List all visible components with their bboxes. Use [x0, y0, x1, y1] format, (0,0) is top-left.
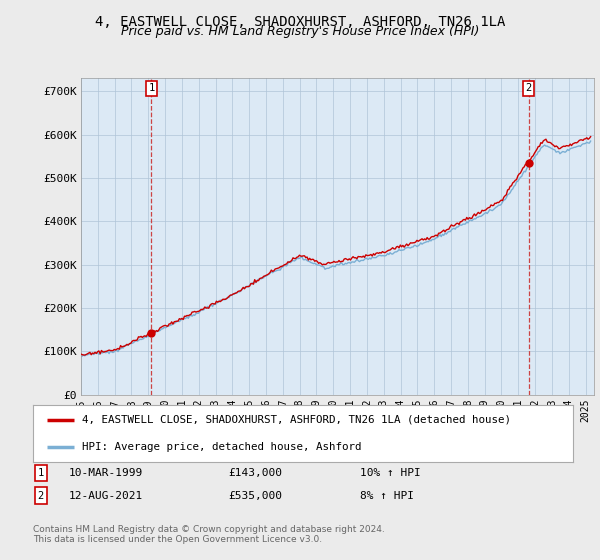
Text: 1: 1	[38, 468, 44, 478]
Text: 2: 2	[38, 491, 44, 501]
Text: 12-AUG-2021: 12-AUG-2021	[69, 491, 143, 501]
Text: HPI: Average price, detached house, Ashford: HPI: Average price, detached house, Ashf…	[82, 442, 361, 452]
Text: 10-MAR-1999: 10-MAR-1999	[69, 468, 143, 478]
Text: 10% ↑ HPI: 10% ↑ HPI	[360, 468, 421, 478]
Text: Price paid vs. HM Land Registry's House Price Index (HPI): Price paid vs. HM Land Registry's House …	[121, 25, 479, 38]
Text: 1: 1	[148, 83, 155, 93]
Text: Contains HM Land Registry data © Crown copyright and database right 2024.: Contains HM Land Registry data © Crown c…	[33, 525, 385, 534]
Text: This data is licensed under the Open Government Licence v3.0.: This data is licensed under the Open Gov…	[33, 535, 322, 544]
Text: 2: 2	[526, 83, 532, 93]
Text: £143,000: £143,000	[228, 468, 282, 478]
Text: £535,000: £535,000	[228, 491, 282, 501]
Text: 4, EASTWELL CLOSE, SHADOXHURST, ASHFORD, TN26 1LA: 4, EASTWELL CLOSE, SHADOXHURST, ASHFORD,…	[95, 15, 505, 29]
Text: 4, EASTWELL CLOSE, SHADOXHURST, ASHFORD, TN26 1LA (detached house): 4, EASTWELL CLOSE, SHADOXHURST, ASHFORD,…	[82, 415, 511, 424]
Text: 8% ↑ HPI: 8% ↑ HPI	[360, 491, 414, 501]
